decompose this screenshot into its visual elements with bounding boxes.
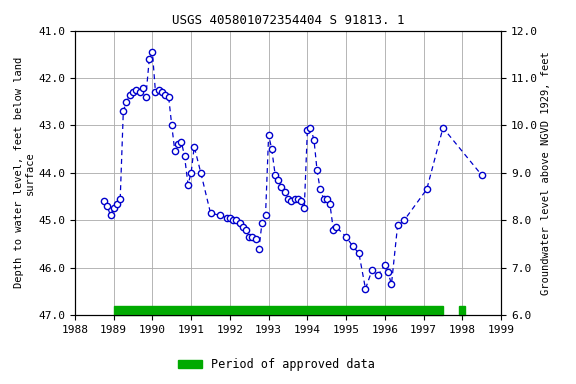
Bar	[459, 306, 465, 315]
Y-axis label: Groundwater level above NGVD 1929, feet: Groundwater level above NGVD 1929, feet	[541, 51, 551, 295]
Legend: Period of approved data: Period of approved data	[173, 354, 380, 376]
Title: USGS 405801072354404 S 91813. 1: USGS 405801072354404 S 91813. 1	[172, 14, 404, 27]
Y-axis label: Depth to water level, feet below land
surface: Depth to water level, feet below land su…	[14, 57, 35, 288]
Bar	[113, 306, 443, 315]
